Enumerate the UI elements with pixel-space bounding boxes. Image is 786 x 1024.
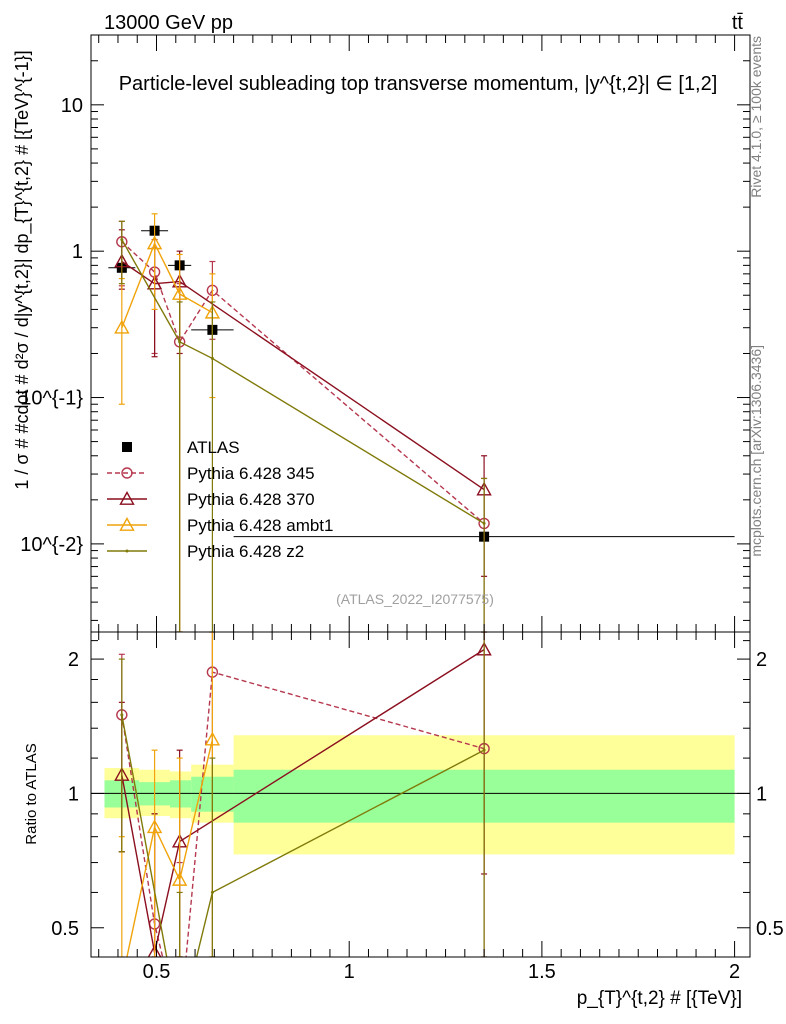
ratio-series bbox=[114, 632, 492, 986]
xtick-label: 1 bbox=[344, 961, 355, 983]
ratio-s3-point-3 bbox=[482, 748, 486, 752]
watermark: (ATLAS_2022_I2077575) bbox=[336, 591, 494, 607]
legend: ATLAS Pythia 6.428 345 Pythia 6.428 370 Pyt… bbox=[107, 438, 333, 561]
main-s3-point-0 bbox=[114, 319, 130, 334]
ratio-y-axis-label: Ratio to ATLAS bbox=[23, 743, 40, 844]
ratio-s3-point-0 bbox=[120, 713, 124, 717]
main-ytick-label: 10^{-1} bbox=[20, 388, 83, 410]
ratio-ytick-label-right: 1 bbox=[756, 783, 767, 805]
rivet-label: Rivet 4.1.0, ≥ 100k events bbox=[748, 36, 764, 198]
legend-marker-0 bbox=[122, 442, 132, 452]
main-ytick-label: 10 bbox=[61, 95, 83, 117]
xtick-label: 0.5 bbox=[143, 961, 171, 983]
main-s4-point-2 bbox=[210, 356, 214, 360]
main-y-axis-label: 1 / σ # #cdot # d²σ / d|y^{t,2}| dp_{T}^… bbox=[12, 50, 33, 489]
legend-marker-1 bbox=[121, 467, 133, 479]
ratio-ytick-label-right: 0.5 bbox=[756, 918, 784, 940]
legend-marker-3 bbox=[119, 517, 135, 531]
header-right: tt̄ bbox=[732, 12, 744, 34]
main-series bbox=[108, 213, 735, 632]
header-left: 13000 GeV pp bbox=[104, 12, 233, 34]
main-panel: 10^{-2} 10^{-1} 1 10 ATLAS Pythia 6.428 345 Py… bbox=[20, 34, 751, 633]
main-s2-line bbox=[121, 260, 485, 491]
ratio-s1-point-1 bbox=[147, 944, 162, 957]
main-ytick-label: 10^{-2} bbox=[20, 534, 83, 556]
ratio-s2-point-2 bbox=[171, 871, 188, 886]
ratio-s3-point-2 bbox=[210, 890, 214, 894]
main-s4-point-1 bbox=[178, 340, 182, 344]
ratio-s2-point-3 bbox=[204, 731, 221, 746]
ratio-s1-line bbox=[121, 649, 485, 953]
main-s1-line bbox=[121, 241, 485, 524]
legend-marker-2 bbox=[119, 491, 135, 505]
legend-label-2: Pythia 6.428 370 bbox=[187, 490, 315, 509]
main-s3-point-2 bbox=[171, 286, 188, 300]
ratio-s2-point-0 bbox=[115, 974, 128, 986]
legend-label-3: Pythia 6.428 ambt1 bbox=[187, 516, 333, 535]
ratio-frame bbox=[90, 631, 751, 958]
main-ytick-label: 1 bbox=[72, 241, 83, 263]
legend-label-1: Pythia 6.428 345 bbox=[187, 464, 315, 483]
ratio-s2-point-1 bbox=[146, 819, 163, 834]
main-s4-point-3 bbox=[482, 521, 486, 525]
ratio-panel: 0.5 0.5 1 1 2 2 0.5 1 1.5 2 bbox=[51, 35, 784, 986]
main-s3-line bbox=[121, 241, 213, 328]
xtick-label: 2 bbox=[729, 961, 740, 983]
legend-label-4: Pythia 6.428 z2 bbox=[187, 542, 304, 561]
main-s3-point-1 bbox=[146, 235, 163, 250]
ratio-s2-line bbox=[126, 739, 214, 957]
legend-marker-4 bbox=[125, 549, 129, 553]
ratio-ytick-label-left: 1 bbox=[68, 783, 79, 805]
main-s4-line bbox=[121, 239, 485, 525]
x-axis-label: p_{T}^{t,2} # [{TeV}] bbox=[577, 988, 742, 1009]
ratio-ytick-label-left: 2 bbox=[68, 649, 79, 671]
ratio-s3-line bbox=[121, 714, 485, 957]
ratio-ytick-label-left: 0.5 bbox=[51, 918, 79, 940]
main-title: Particle-level subleading top transverse… bbox=[119, 73, 718, 95]
legend-label-0: ATLAS bbox=[187, 438, 240, 457]
ratio-ytick-label-right: 2 bbox=[756, 649, 767, 671]
main-s4-point-0 bbox=[120, 238, 124, 242]
xtick-label: 1.5 bbox=[528, 961, 556, 983]
mcplots-label: mcplots.cern.ch [arXiv:1306.3436] bbox=[748, 345, 764, 557]
